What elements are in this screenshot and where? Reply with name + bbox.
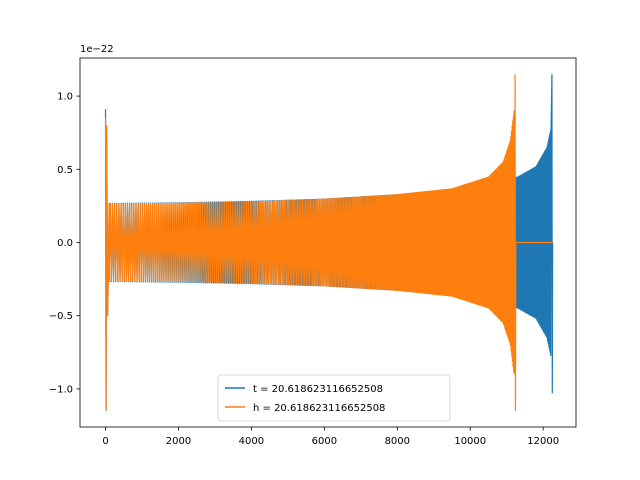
y-tick-label: −0.5: [49, 311, 73, 322]
y-tick-label: 0.5: [57, 165, 73, 176]
plot-area: [104, 74, 554, 411]
legend-label-2: h = 20.618623116652508: [253, 403, 385, 414]
legend-label-1: t = 20.618623116652508: [253, 384, 383, 395]
x-tick-label: 2000: [166, 436, 191, 447]
axes: 0 2000 4000 6000 8000 10000 12000 −1.0 −0.5 0.0 0.…: [49, 57, 577, 447]
x-tick-label: 12000: [527, 436, 559, 447]
y-tick-label: 1.0: [57, 92, 73, 103]
y-tick-label: 0.0: [57, 238, 73, 249]
y-tick-label: −1.0: [49, 384, 73, 395]
x-tick-label: 4000: [239, 436, 264, 447]
x-tick-label: 10000: [454, 436, 486, 447]
y-offset-text: 1e−22: [80, 44, 114, 55]
x-tick-label: 0: [102, 436, 108, 447]
series-line-2: [104, 74, 553, 411]
x-tick-label: 8000: [385, 436, 410, 447]
x-tick-label: 6000: [312, 436, 337, 447]
legend: t = 20.618623116652508 h = 20.61862311665…: [217, 374, 451, 422]
legend-box: [217, 374, 451, 422]
